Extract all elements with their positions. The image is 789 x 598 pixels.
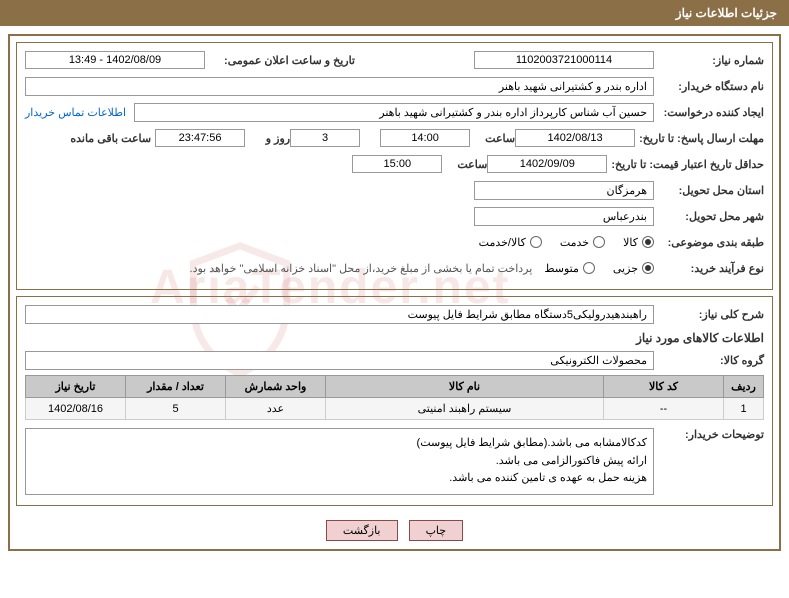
purchase-note: پرداخت تمام یا بخشی از مبلغ خرید،از محل … [190,262,533,275]
radio-medium[interactable] [583,262,595,274]
need-number-field: 1102003721000114 [474,51,654,69]
main-panel: شماره نیاز: 1102003721000114 تاریخ و ساع… [8,34,781,551]
th-name: نام کالا [326,376,604,398]
cell-qty: 5 [126,398,226,420]
info-section: شماره نیاز: 1102003721000114 تاریخ و ساع… [16,42,773,290]
radio-goods-service[interactable] [530,236,542,248]
radio-partial-label: جزیی [613,262,638,275]
buyer-contact-link[interactable]: اطلاعات تماس خریدار [25,106,126,119]
buyer-note-line3: هزینه حمل به عهده ی تامین کننده می باشد. [32,470,647,488]
category-radio-group: کالا خدمت کالا/خدمت [479,236,654,249]
days-and-label: روز و [245,132,290,145]
cell-idx: 1 [724,398,764,420]
requester-field: حسین آب شناس کارپرداز اداره بندر و کشتیر… [134,103,654,122]
back-button[interactable]: بازگشت [326,520,398,541]
th-code: کد کالا [604,376,724,398]
response-date-field: 1402/08/13 [515,129,635,147]
purchase-type-label: نوع فرآیند خرید: [654,262,764,275]
time-label-2: ساعت [442,158,487,171]
announce-date-field: 1402/08/09 - 13:49 [25,51,205,69]
cell-code: -- [604,398,724,420]
delivery-city-field: بندرعباس [474,207,654,226]
th-date: تاریخ نیاز [26,376,126,398]
need-number-label: شماره نیاز: [654,54,764,67]
radio-service-label: خدمت [560,236,589,249]
panel-header: جزئیات اطلاعات نیاز [0,0,789,26]
days-count-field: 3 [290,129,360,147]
remaining-label: ساعت باقی مانده [66,132,151,145]
radio-goods[interactable] [642,236,654,248]
validity-date-field: 1402/09/09 [487,155,607,173]
buyer-org-field: اداره بندر و کشتیرانی شهید باهنر [25,77,654,96]
radio-service[interactable] [593,236,605,248]
radio-medium-label: متوسط [544,262,579,275]
validity-label: حداقل تاریخ اعتبار قیمت: تا تاریخ: [607,158,764,171]
general-desc-label: شرح کلی نیاز: [654,308,764,321]
buyer-note-line2: ارائه پیش فاکتورالزامی می باشد. [32,453,647,471]
details-section: شرح کلی نیاز: راهبندهیدرولیکی5دستگاه مطا… [16,296,773,506]
buyer-note-line1: کدکالامشابه می باشد.(مطابق شرایط فایل پی… [32,435,647,453]
cell-name: سیستم راهبند امنیتی [326,398,604,420]
validity-time-field: 15:00 [352,155,442,173]
buyer-org-label: نام دستگاه خریدار: [654,80,764,93]
radio-partial[interactable] [642,262,654,274]
time-label-1: ساعت [470,132,515,145]
purchase-type-radio-group: جزیی متوسط [544,262,654,275]
th-unit: واحد شمارش [226,376,326,398]
cell-unit: عدد [226,398,326,420]
cell-date: 1402/08/16 [26,398,126,420]
goods-section-title: اطلاعات کالاهای مورد نیاز [25,331,764,345]
th-qty: تعداد / مقدار [126,376,226,398]
buyer-notes-label: توضیحات خریدار: [654,428,764,441]
radio-goods-service-label: کالا/خدمت [479,236,526,249]
buyer-notes-box: کدکالامشابه می باشد.(مطابق شرایط فایل پی… [25,428,654,495]
delivery-city-label: شهر محل تحویل: [654,210,764,223]
radio-goods-label: کالا [623,236,638,249]
button-row: چاپ بازگشت [16,512,773,543]
category-label: طبقه بندی موضوعی: [654,236,764,249]
goods-table: ردیف کد کالا نام کالا واحد شمارش تعداد /… [25,375,764,420]
table-row: 1 -- سیستم راهبند امنیتی عدد 5 1402/08/1… [26,398,764,420]
delivery-province-label: استان محل تحویل: [654,184,764,197]
requester-label: ایجاد کننده درخواست: [654,106,764,119]
th-idx: ردیف [724,376,764,398]
announce-date-label: تاریخ و ساعت اعلان عمومی: [205,54,355,67]
delivery-province-field: هرمزگان [474,181,654,200]
countdown-field: 23:47:56 [155,129,245,147]
response-deadline-label: مهلت ارسال پاسخ: تا تاریخ: [635,132,764,145]
goods-group-label: گروه کالا: [654,354,764,367]
goods-group-field: محصولات الکترونیکی [25,351,654,370]
response-time-field: 14:00 [380,129,470,147]
print-button[interactable]: چاپ [409,520,464,541]
general-desc-field: راهبندهیدرولیکی5دستگاه مطابق شرایط فایل … [25,305,654,324]
